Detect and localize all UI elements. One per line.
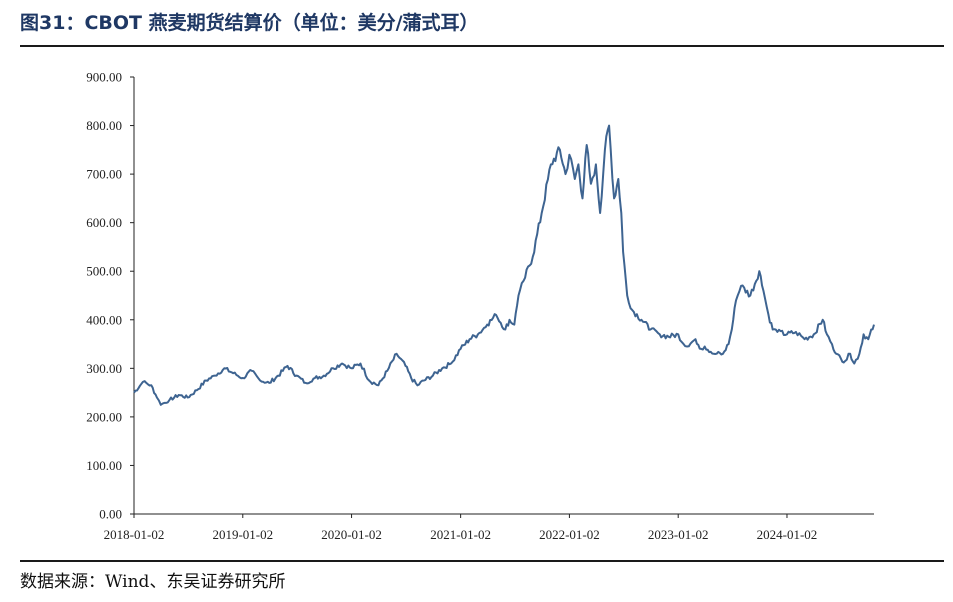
y-tick-label: 800.00 — [86, 118, 122, 133]
x-tick-label: 2018-01-02 — [104, 527, 165, 542]
x-tick-label: 2023-01-02 — [648, 527, 709, 542]
top-rule — [20, 45, 944, 47]
x-tick-label: 2019-01-02 — [212, 527, 273, 542]
x-tick-label: 2024-01-02 — [757, 527, 818, 542]
y-tick-label: 300.00 — [86, 361, 122, 376]
series-line — [133, 124, 875, 406]
x-tick-label: 2020-01-02 — [321, 527, 382, 542]
bottom-rule — [20, 560, 944, 562]
y-tick-label: 600.00 — [86, 215, 122, 230]
y-tick-label: 900.00 — [86, 70, 122, 85]
figure-title: 图31：CBOT 燕麦期货结算价（单位：美分/蒲式耳） — [20, 12, 479, 34]
y-tick-label: 100.00 — [86, 458, 122, 473]
y-tick-label: 400.00 — [86, 312, 122, 327]
y-tick-label: 500.00 — [86, 264, 122, 279]
y-tick-label: 200.00 — [86, 409, 122, 424]
y-tick-label: 700.00 — [86, 167, 122, 182]
source-note: 数据来源：Wind、东吴证券研究所 — [20, 572, 286, 592]
x-tick-label: 2021-01-02 — [430, 527, 491, 542]
series-layer — [133, 124, 875, 406]
y-tick-label: 0.00 — [99, 507, 122, 522]
x-axis: 2018-01-02 2019-01-02 2020-01-02 2021-01-02… — [104, 513, 874, 542]
x-tick-label: 2022-01-02 — [539, 527, 600, 542]
y-axis: 0.00 100.00 200.00 300.00 400.00 500.00 600.00… — [86, 70, 135, 522]
